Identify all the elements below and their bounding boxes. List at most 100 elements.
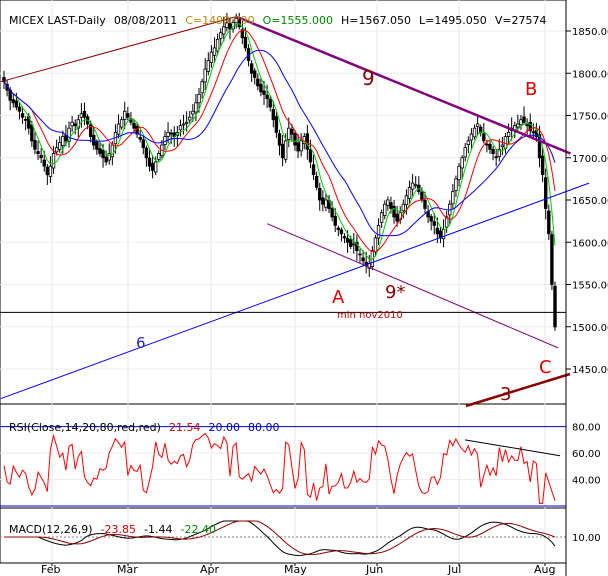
candle-body [395, 213, 399, 222]
candle-body [429, 216, 433, 222]
candle-body [23, 118, 28, 121]
candle-body [70, 121, 74, 127]
candle-body [184, 121, 189, 125]
month-label: Mar [117, 563, 138, 576]
candle-body [311, 164, 316, 176]
candle-body [414, 184, 418, 187]
price-panel-border [0, 0, 567, 405]
candle-body [265, 94, 269, 99]
candle-body [544, 177, 548, 209]
candle-body [30, 124, 34, 142]
candle-body [11, 99, 15, 104]
candle-body [197, 93, 201, 104]
candle-body [39, 154, 43, 159]
candle-body [116, 123, 121, 135]
candle-body [383, 203, 387, 216]
candle-body [191, 110, 195, 115]
month-label: May [284, 563, 307, 576]
candle-body [274, 116, 279, 133]
candle-body [36, 151, 40, 154]
candle-body [491, 149, 495, 154]
macd-name: MACD(12,26,9) [9, 523, 93, 536]
candle-body [45, 166, 50, 176]
candle-body [540, 155, 545, 176]
candle-body [228, 23, 232, 30]
candle-body [488, 143, 492, 150]
candle-body [348, 239, 353, 247]
candle-body [441, 229, 446, 240]
candle-body [494, 156, 498, 159]
trend-line-3 [465, 372, 571, 408]
candle-body [141, 139, 145, 149]
candle-body [271, 109, 276, 121]
candle-body [469, 133, 474, 141]
candle-body [126, 113, 130, 118]
rsi-divergence-line [464, 439, 561, 457]
candle-body [475, 123, 480, 127]
price-tick-label: 1700.00 [572, 154, 608, 165]
support-line-6 [0, 182, 590, 400]
resistance-line-9 [235, 15, 571, 155]
month-label: Feb [41, 563, 60, 576]
candle-body [14, 100, 19, 108]
price-tick-label: 1650.00 [572, 196, 608, 207]
price-tick-label: 1450.00 [572, 365, 608, 376]
candle-body [373, 237, 378, 253]
candle-body [333, 215, 337, 226]
candle-body [299, 140, 303, 152]
candle-body [58, 142, 62, 150]
candle-body [61, 136, 65, 146]
candle-body [33, 140, 37, 150]
low-label: L=1495.050 [418, 14, 487, 27]
month-label: Aug [534, 563, 555, 576]
candle-body [253, 70, 257, 78]
candle-body [123, 110, 127, 120]
candle-body [432, 221, 436, 226]
high-label: H=1567.050 [340, 14, 411, 27]
macd-value-3: -22.40 [180, 523, 216, 536]
price-tick-label: 1550.00 [572, 281, 608, 292]
candle-body [225, 22, 229, 28]
candle-body [457, 165, 461, 181]
candle-body [259, 83, 263, 93]
candle-body [547, 210, 551, 235]
candle-body [283, 140, 288, 160]
annotation-six: 6 [136, 334, 146, 352]
candle-body [132, 122, 136, 129]
candle-body [73, 123, 77, 127]
candle-body [330, 207, 334, 218]
volume-label: V=27574 [494, 14, 547, 27]
price-tick-label: 1850.00 [572, 27, 608, 38]
price-tick-label: 1750.00 [572, 112, 608, 123]
month-label: Jun [365, 563, 383, 576]
candle-body [48, 165, 53, 177]
candle-body [268, 98, 272, 108]
annotation-layer: 9 B A 9* min nov2010 6 C 3 [136, 66, 552, 405]
candle-body [169, 132, 173, 135]
macd-line [4, 520, 556, 557]
candle-body [454, 178, 458, 192]
price-tick-label: 1600.00 [572, 238, 608, 249]
rsi-line [3, 432, 556, 504]
candle-body [550, 234, 554, 285]
candle-body [88, 124, 93, 138]
candle-body [444, 216, 449, 228]
candle-body [200, 81, 204, 94]
candle-body [277, 133, 282, 146]
rsi-layer [3, 432, 561, 504]
candle-body [466, 140, 471, 145]
annotation-nine: 9 [362, 66, 375, 90]
axis-layer: 1450.00 1500.00 1550.00 1600.00 1650.00 1700.… [41, 0, 608, 576]
candle-body [324, 199, 328, 208]
candle-body [92, 134, 96, 146]
candle-body [345, 238, 350, 243]
candle-body [321, 197, 325, 205]
candle-body [17, 106, 22, 112]
grid-layer [0, 0, 567, 564]
rsi-name: RSI(Close,14,20,80,red,red) [9, 421, 161, 434]
moving-average-line [3, 23, 556, 260]
candle-body [20, 113, 25, 118]
candle-body [531, 131, 536, 134]
candle-body [420, 191, 424, 201]
candle-body [308, 149, 313, 163]
